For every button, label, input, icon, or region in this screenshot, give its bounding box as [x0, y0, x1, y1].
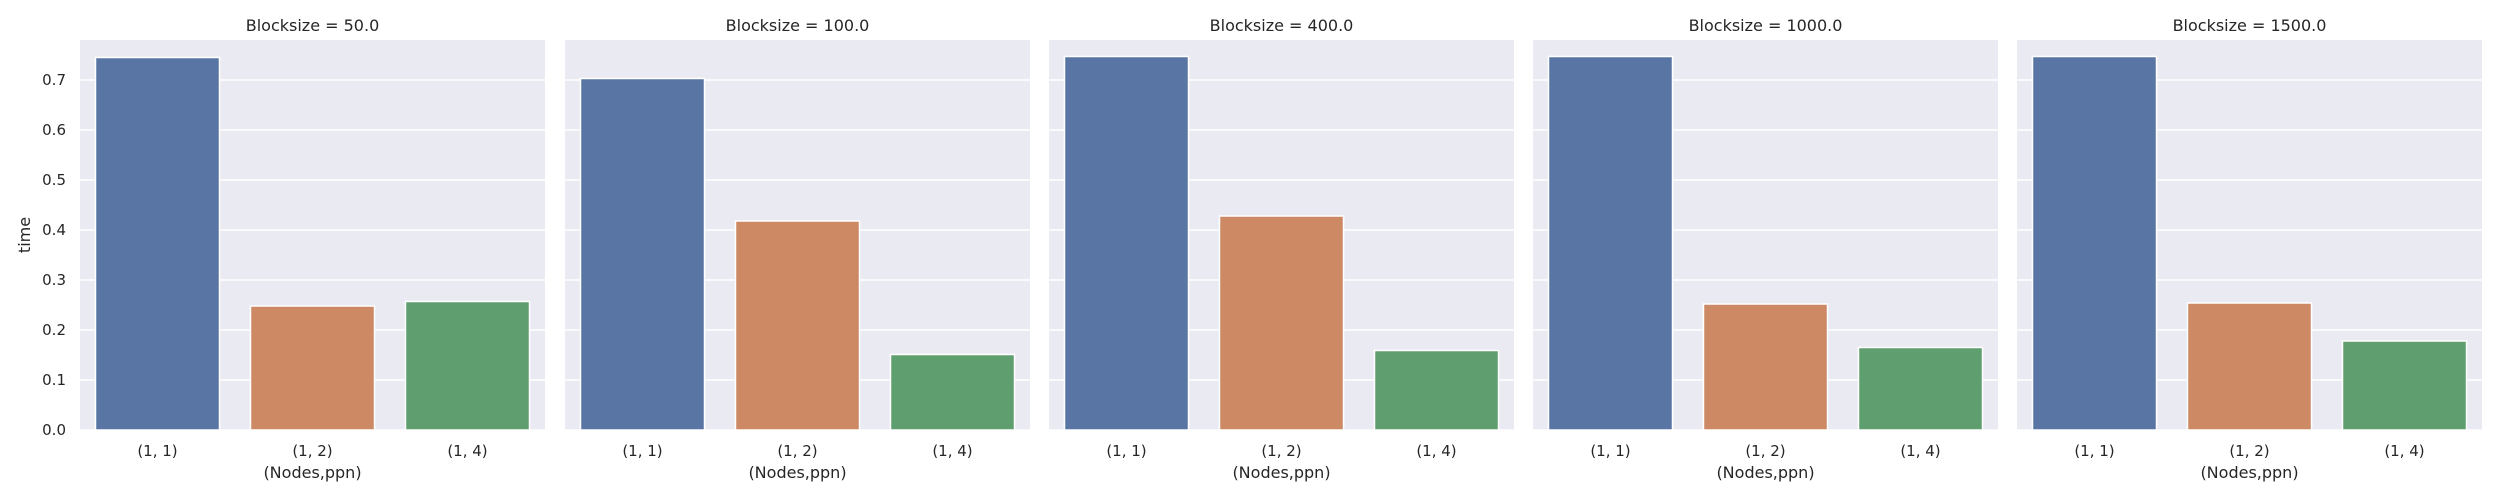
- bar: [404, 300, 531, 431]
- bar: [1373, 349, 1500, 431]
- x-tick-label: (1, 1): [2074, 442, 2114, 460]
- x-tick-label: (1, 1): [1106, 442, 1146, 460]
- x-axis-label: (Nodes,ppn): [2200, 463, 2298, 482]
- bar: [2031, 55, 2158, 431]
- x-tick-label: (1, 2): [292, 442, 332, 460]
- y-tick-label: 0.3: [42, 271, 66, 289]
- bar: [579, 77, 706, 431]
- panel-title: Blocksize = 100.0: [726, 16, 870, 35]
- x-axis-label: (Nodes,ppn): [748, 463, 846, 482]
- x-tick-label: (1, 2): [777, 442, 817, 460]
- y-tick-label: 0.5: [42, 171, 66, 189]
- x-tick-label: (1, 4): [2384, 442, 2424, 460]
- y-tick-label: 0.2: [42, 321, 66, 339]
- bar: [1063, 55, 1190, 431]
- x-tick-label: (1, 4): [1416, 442, 1456, 460]
- y-tick-label: 0.6: [42, 121, 66, 139]
- y-tick-label: 0.1: [42, 371, 66, 389]
- x-tick-label: (1, 1): [622, 442, 662, 460]
- x-tick-label: (1, 2): [2229, 442, 2269, 460]
- x-axis-label: (Nodes,ppn): [263, 463, 361, 482]
- y-tick-label: 0.0: [42, 421, 66, 439]
- x-axis-label: (Nodes,ppn): [1232, 463, 1330, 482]
- x-tick-label: (1, 4): [447, 442, 487, 460]
- x-tick-label: (1, 2): [1745, 442, 1785, 460]
- panel-title: Blocksize = 1000.0: [1689, 16, 1843, 35]
- bar: [1857, 346, 1984, 431]
- bar: [889, 353, 1016, 431]
- x-tick-label: (1, 1): [1590, 442, 1630, 460]
- x-tick-label: (1, 4): [932, 442, 972, 460]
- y-tick-label: 0.7: [42, 71, 66, 89]
- x-axis-label: (Nodes,ppn): [1716, 463, 1814, 482]
- bar: [94, 56, 221, 431]
- bar: [2341, 340, 2468, 431]
- bar: [249, 305, 376, 431]
- x-tick-label: (1, 1): [137, 442, 177, 460]
- bar: [2186, 302, 2313, 431]
- y-axis-label: time: [15, 217, 34, 253]
- panel-title: Blocksize = 50.0: [246, 16, 380, 35]
- bar: [1218, 215, 1345, 431]
- x-tick-label: (1, 2): [1261, 442, 1301, 460]
- x-tick-label: (1, 4): [1900, 442, 1940, 460]
- panel-title: Blocksize = 400.0: [1210, 16, 1354, 35]
- bar: [1547, 55, 1674, 431]
- bar: [1702, 303, 1829, 431]
- panel-title: Blocksize = 1500.0: [2173, 16, 2327, 35]
- bar: [734, 220, 861, 431]
- y-tick-label: 0.4: [42, 221, 66, 239]
